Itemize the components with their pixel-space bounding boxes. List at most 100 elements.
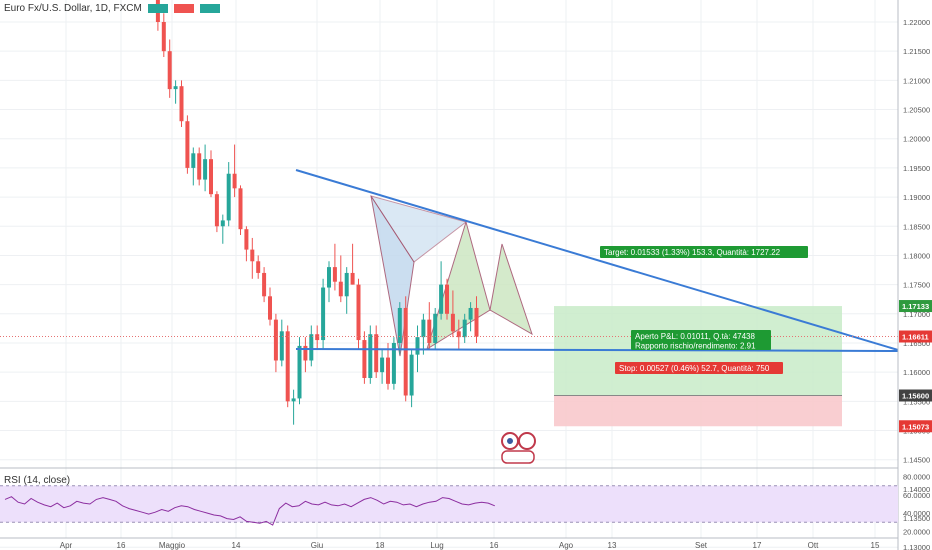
pattern-abc-blue	[369, 195, 468, 263]
stop-zone[interactable]	[554, 395, 842, 427]
price-axis[interactable]: 1.22000 1.21500 1.21000 1.20500 1.20000 1.195…	[897, 0, 932, 550]
down-color-swatch	[173, 4, 194, 13]
price-tick-label: 1.16500	[903, 339, 930, 348]
logo-ring	[518, 432, 536, 450]
candle-body	[161, 22, 166, 52]
candle-body	[167, 51, 172, 90]
candle-body	[315, 334, 320, 341]
candle-body	[256, 261, 261, 273]
candle-body	[291, 398, 296, 402]
price-tick-label: 1.21500	[903, 47, 930, 56]
time-tick-label: Giu	[311, 541, 323, 550]
candle-body	[403, 307, 408, 396]
candle-body	[185, 121, 190, 168]
price-tick-label: 1.18500	[903, 222, 930, 231]
price-tick-label: 1.20500	[903, 106, 930, 115]
time-axis[interactable]: Apr 16 Maggio 14 Giu 18 Lug 16 Ago 13 Set 17 Ott 15	[0, 537, 898, 550]
price-tick-label: 1.18000	[903, 251, 930, 260]
candle-body	[209, 159, 213, 195]
rsi-band	[0, 485, 898, 523]
time-tick-label: Maggio	[159, 541, 186, 550]
stop-label-text: Stop: 0.00527 (0.46%) 52.7, Quantità: 75…	[619, 364, 770, 373]
candle-body	[439, 284, 444, 314]
target-label-text: Target: 0.01533 (1.33%) 153.3, Quantità:…	[604, 248, 781, 257]
symbol-legend[interactable]: Euro Fx/U.S. Dollar, 1D, FXCM	[4, 3, 220, 14]
candle-body	[338, 281, 343, 297]
candle-body	[415, 337, 420, 355]
descending-trendline[interactable]	[295, 169, 899, 351]
price-badge	[899, 420, 932, 433]
harmonic-patterns[interactable]	[369, 195, 842, 397]
candle-body	[297, 345, 302, 399]
time-tick-label: 18	[376, 541, 385, 550]
candle-body	[285, 331, 290, 402]
price-tick-label: 1.19500	[903, 164, 930, 173]
support-line[interactable]	[295, 348, 899, 352]
candle-body	[462, 319, 467, 338]
price-badge-label: 1.17133	[902, 302, 929, 311]
candle-body	[456, 331, 461, 338]
candle-body	[327, 267, 331, 288]
candle-body	[362, 340, 367, 378]
candle-body	[427, 319, 432, 343]
price-tick-label: 1.14000	[903, 485, 930, 494]
candle-body	[421, 319, 426, 338]
candle-body	[374, 334, 379, 373]
candle-body	[332, 267, 337, 282]
candle-body	[397, 307, 402, 343]
time-tick-label: 15	[871, 541, 880, 550]
candle-body	[350, 272, 355, 285]
candle-body	[232, 173, 237, 189]
logo-dot	[507, 438, 513, 444]
candles	[155, 0, 479, 425]
candle-body	[409, 354, 414, 396]
candle-body	[238, 188, 243, 230]
candle-body	[450, 313, 455, 332]
candle-body	[268, 296, 272, 320]
candle-body	[380, 357, 385, 373]
price-tick-label: 1.16000	[903, 368, 930, 377]
time-tick-label: Apr	[60, 541, 73, 550]
candle-body	[474, 307, 479, 337]
time-tick-label: 16	[117, 541, 126, 550]
rsi-tick-label: 80.0000	[903, 473, 930, 482]
volume-swatch	[199, 4, 220, 13]
candle-body	[220, 220, 225, 227]
price-tick-label: 1.13500	[903, 514, 930, 523]
rsi-pane[interactable]: 80.0000 60.0000 40.0000 20.0000	[0, 473, 930, 537]
rsi-title: RSI (14, close)	[4, 475, 71, 486]
pnl-label-text: Aperto P&L: 0.01011, Q.tà: 47438	[635, 332, 755, 341]
time-tick-label: 17	[753, 541, 762, 550]
time-tick-label: Ago	[559, 541, 574, 550]
candle-body	[279, 331, 284, 361]
candle-body	[433, 313, 438, 343]
candle-body	[179, 86, 184, 122]
price-tick-label: 1.14500	[903, 456, 930, 465]
price-tick-label: 1.13000	[903, 543, 930, 550]
symbol-title: Euro Fx/U.S. Dollar, 1D, FXCM	[4, 3, 142, 14]
candle-body	[391, 342, 396, 384]
price-badge-label: 1.15600	[902, 392, 929, 401]
candle-body	[214, 194, 219, 227]
price-badges: 1.17133 1.16611 1.15600 1.15073	[899, 300, 932, 433]
target-label-box	[600, 246, 808, 258]
candle-body	[262, 272, 267, 297]
rsi-tick-label: 40.0000	[903, 509, 930, 518]
time-tick-label: 13	[608, 541, 617, 550]
candle-body	[468, 307, 473, 320]
candle-body	[197, 153, 202, 180]
logo-icon	[501, 432, 536, 464]
time-tick-label: 14	[232, 541, 241, 550]
price-badge-label: 1.15073	[902, 422, 929, 431]
candle-body	[321, 287, 326, 341]
price-tick-label: 1.15500	[903, 397, 930, 406]
pnl-label-text: Rapporto rischio/rendimento: 2.91	[635, 342, 756, 351]
price-badge-label: 1.16611	[902, 333, 929, 342]
price-tick-label: 1.17500	[903, 281, 930, 290]
candle-body	[226, 173, 231, 221]
price-tick-label: 1.17000	[903, 310, 930, 319]
logo-base	[501, 450, 535, 464]
rsi-tick-label: 20.0000	[903, 527, 930, 536]
position-labels: Target: 0.01533 (1.33%) 153.3, Quantità:…	[600, 246, 808, 374]
